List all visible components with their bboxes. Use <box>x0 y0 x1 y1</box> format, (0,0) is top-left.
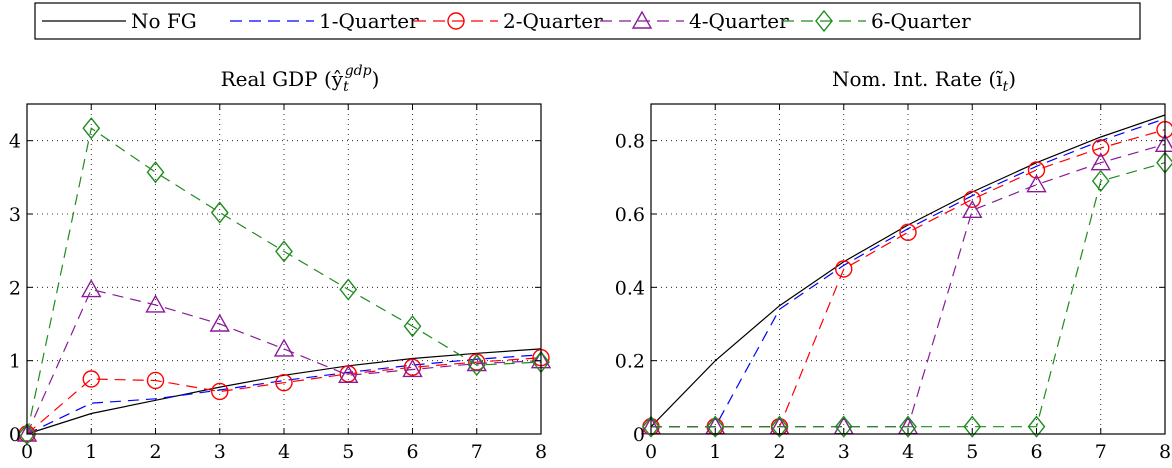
x-tick-label-3: 3 <box>838 441 850 463</box>
panel-title-end: ) <box>372 67 380 91</box>
data-point-2-7 <box>1092 139 1110 157</box>
y-tick-label-2: 0.4 <box>615 277 645 299</box>
data-point-4-6 <box>403 315 422 338</box>
y-tick-label-1: 0.2 <box>615 351 645 373</box>
data-point-4-7 <box>467 353 486 377</box>
data-point-3-7 <box>1090 152 1111 171</box>
interest-rate-panel: 0 1 2 3 4 5 6 7 8 0 0.2 0.4 0.6 0.8 Nom. Int. Rate (ĩt… <box>615 67 1172 463</box>
legend: No FG 1-Quarter 2-Quarter 4-Quarter 6-Quarte… <box>34 2 1141 40</box>
data-point-3-5 <box>962 199 983 219</box>
data-point-2-4 <box>899 223 917 242</box>
y-tick-label-1: 1 <box>9 351 21 373</box>
data-point-3-2 <box>145 294 166 313</box>
legend-label-1: 1-Quarter <box>319 9 419 33</box>
x-tick-label-0: 0 <box>645 441 657 463</box>
panel-title-sub: t <box>1003 79 1009 95</box>
data-point-3-6 <box>402 359 423 378</box>
y-tick-label-4: 4 <box>9 131 21 153</box>
x-tick-label-7: 7 <box>471 441 483 463</box>
data-point-4-0 <box>642 415 660 438</box>
legend-label-4: 6-Quarter <box>871 9 971 33</box>
x-tick-label-8: 8 <box>1159 441 1171 463</box>
panel-title: Real GDP (ŷtgdp) <box>221 63 380 95</box>
data-point-2-3 <box>211 382 229 401</box>
data-point-3-4 <box>273 338 295 357</box>
x-tick-label-5: 5 <box>966 441 978 463</box>
panel-title-sup: gdp <box>345 63 372 79</box>
data-point-4-1 <box>706 415 725 438</box>
legend-label-2: 2-Quarter <box>503 9 603 33</box>
real-gdp-panel: 0 1 2 3 4 5 6 7 8 0 1 2 3 4 Real GDP (ŷtgdp) <box>9 63 552 463</box>
y-tick-label-0: 0 <box>633 424 645 446</box>
data-point-4-5 <box>963 415 982 438</box>
data-point-2-5 <box>963 190 981 209</box>
legend-box <box>34 2 1141 40</box>
x-tick-label-5: 5 <box>342 441 354 463</box>
series-line-2 <box>651 129 1166 428</box>
data-point-4-5 <box>339 278 358 301</box>
y-tick-label-3: 3 <box>9 204 21 226</box>
legend-label-0: No FG <box>131 9 197 33</box>
data-point-2-4 <box>275 373 293 392</box>
x-tick-label-3: 3 <box>214 441 226 463</box>
y-tick-label-4: 0.8 <box>615 131 645 153</box>
data-point-4-4 <box>899 415 917 438</box>
x-tick-label-4: 4 <box>902 441 914 463</box>
y-tick-label-2: 2 <box>9 277 21 299</box>
x-tick-label-0: 0 <box>21 441 33 463</box>
data-point-4-3 <box>210 201 229 224</box>
panel-title-main: Nom. Int. Rate (ĩ <box>832 67 1003 91</box>
legend-marker-4 <box>815 9 833 33</box>
data-point-4-2 <box>770 415 789 438</box>
data-point-3-6 <box>1026 174 1047 193</box>
x-tick-label-2: 2 <box>149 441 161 463</box>
data-point-4-2 <box>146 161 165 184</box>
panel-title-sub: t <box>343 79 349 95</box>
x-tick-label-6: 6 <box>1030 441 1042 463</box>
data-point-4-6 <box>1027 415 1046 438</box>
series-line-4 <box>26 127 542 435</box>
legend-label-3: 4-Quarter <box>689 9 789 33</box>
x-tick-label-6: 6 <box>406 441 418 463</box>
data-point-3-0 <box>16 423 38 442</box>
data-point-3-1 <box>81 279 102 298</box>
series-line-1 <box>26 354 542 435</box>
data-point-3-5 <box>338 364 359 384</box>
series-line-0 <box>26 348 542 435</box>
legend-marker-3 <box>631 10 653 29</box>
x-tick-label-8: 8 <box>535 441 547 463</box>
data-point-4-1 <box>82 117 101 140</box>
panel-title: Nom. Int. Rate (ĩt) <box>832 67 1016 95</box>
x-tick-label-2: 2 <box>773 441 785 463</box>
data-point-2-3 <box>835 260 853 278</box>
data-point-3-3 <box>209 313 230 332</box>
x-tick-label-4: 4 <box>278 441 290 463</box>
data-point-2-1 <box>82 370 100 388</box>
series-line-4 <box>651 162 1166 428</box>
panel-title-main: Real GDP (ŷ <box>221 67 344 91</box>
x-tick-label-1: 1 <box>85 441 97 463</box>
data-point-2-6 <box>1027 161 1046 179</box>
data-point-4-0 <box>18 422 36 446</box>
data-point-4-7 <box>1091 169 1110 193</box>
panel-title-end: ) <box>1008 67 1016 91</box>
x-tick-label-1: 1 <box>709 441 721 463</box>
series-line-1 <box>651 118 1166 428</box>
data-point-2-2 <box>146 371 165 390</box>
data-point-4-4 <box>275 240 293 263</box>
legend-marker-2 <box>447 12 465 30</box>
series-line-3 <box>26 288 542 435</box>
y-tick-label-3: 0.6 <box>615 204 645 226</box>
data-point-3-8 <box>1154 133 1172 153</box>
data-point-4-3 <box>834 415 853 438</box>
series-line-2 <box>26 357 542 435</box>
x-tick-label-7: 7 <box>1095 441 1107 463</box>
y-tick-label-0: 0 <box>9 424 21 446</box>
